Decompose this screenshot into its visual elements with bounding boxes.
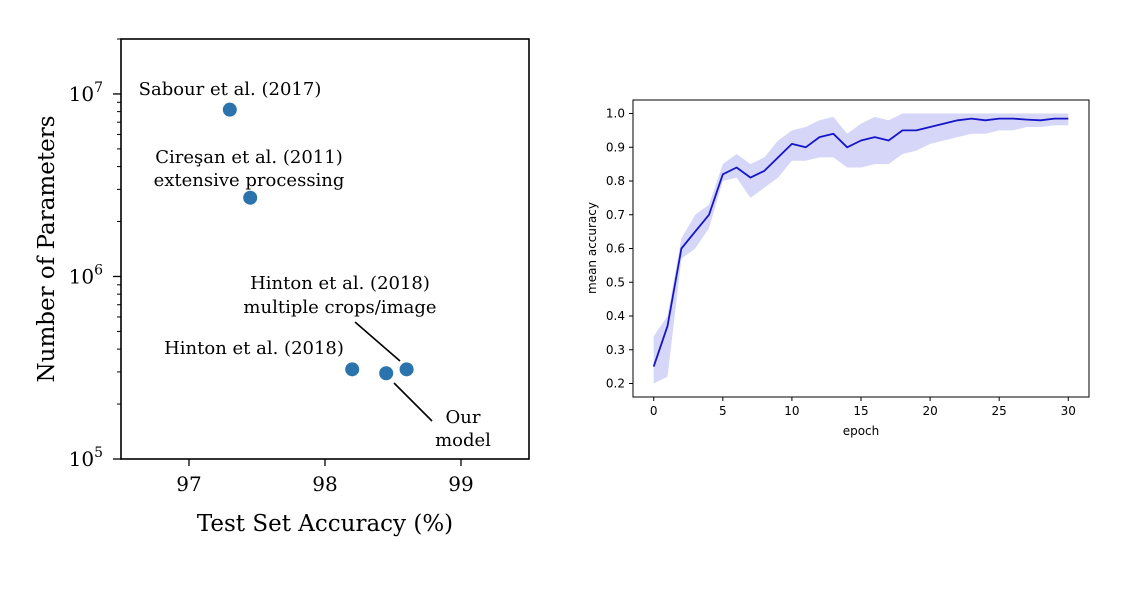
point-annotation: Our bbox=[446, 407, 481, 428]
left-xtick-label: 97 bbox=[176, 472, 201, 496]
left-ytick-label: 106 bbox=[69, 262, 103, 288]
point-annotation: extensive processing bbox=[154, 170, 345, 191]
accuracy-confidence-band bbox=[653, 113, 1069, 384]
point-annotation: model bbox=[435, 430, 491, 451]
left-ytick-label: 105 bbox=[69, 445, 103, 471]
point-annotation: multiple crops/image bbox=[243, 297, 436, 318]
parameters-vs-accuracy-chart: 97 98 99 105 106 107 Sabour et al. (2017) Cire… bbox=[34, 38, 530, 537]
left-xtick-label: 98 bbox=[312, 472, 337, 496]
right-ytick-label: 0.4 bbox=[606, 309, 625, 323]
left-xtick-label: 99 bbox=[448, 472, 473, 496]
right-ytick-label: 0.6 bbox=[606, 242, 625, 256]
point-annotation: Sabour et al. (2017) bbox=[139, 79, 322, 100]
right-ytick-label: 0.2 bbox=[606, 377, 625, 391]
left-scatter-points bbox=[222, 102, 414, 381]
mean-accuracy-chart: 0 5 10 15 20 25 300.20.30.40.50.60.70.80.91.0 … bbox=[585, 99, 1090, 438]
right-ytick-label: 0.8 bbox=[606, 174, 625, 188]
left-ylabel: Number of Parameters bbox=[34, 116, 60, 383]
right-axis-ticks: 0 5 10 15 20 25 30 0.2 0.3 0.4 0.5 0.6 0.7 0.8 0.9 1.0 bbox=[606, 107, 1076, 419]
right-xlabel: epoch bbox=[843, 424, 880, 438]
right-xtick-label: 25 bbox=[992, 404, 1007, 418]
scatter-point bbox=[222, 102, 237, 117]
right-ytick-label: 1.0 bbox=[606, 107, 625, 121]
right-ytick-label: 0.9 bbox=[606, 140, 625, 154]
right-ytick-label: 0.5 bbox=[606, 275, 625, 289]
point-annotation: Hinton et al. (2018) bbox=[164, 338, 344, 359]
right-ytick-label: 0.7 bbox=[606, 208, 625, 222]
left-ytick-label: 107 bbox=[69, 80, 103, 106]
right-xtick-label: 5 bbox=[719, 404, 727, 418]
right-xtick-label: 15 bbox=[853, 404, 868, 418]
annotation-leader-line bbox=[354, 321, 401, 362]
scatter-point bbox=[379, 366, 394, 381]
annotation-leader-line bbox=[393, 382, 433, 422]
scatter-point bbox=[243, 190, 258, 205]
left-axis-ticks: 97 98 99 105 106 107 bbox=[69, 38, 474, 496]
right-ylabel: mean accuracy bbox=[585, 202, 599, 294]
right-ytick-label: 0.3 bbox=[606, 343, 625, 357]
right-xtick-label: 0 bbox=[650, 404, 658, 418]
right-xtick-label: 10 bbox=[784, 404, 799, 418]
scatter-point bbox=[399, 362, 414, 377]
left-annotations: Sabour et al. (2017) Cireşan et al. (2011… bbox=[139, 79, 492, 451]
scatter-point bbox=[345, 362, 360, 377]
right-plot-frame bbox=[632, 99, 1090, 398]
point-annotation: Cireşan et al. (2011) bbox=[155, 147, 342, 168]
left-plot-frame bbox=[120, 38, 530, 460]
left-xlabel: Test Set Accuracy (%) bbox=[197, 511, 453, 537]
right-xtick-label: 20 bbox=[922, 404, 937, 418]
mean-accuracy-line bbox=[652, 117, 1069, 367]
right-xtick-label: 30 bbox=[1061, 404, 1076, 418]
point-annotation: Hinton et al. (2018) bbox=[250, 273, 430, 294]
